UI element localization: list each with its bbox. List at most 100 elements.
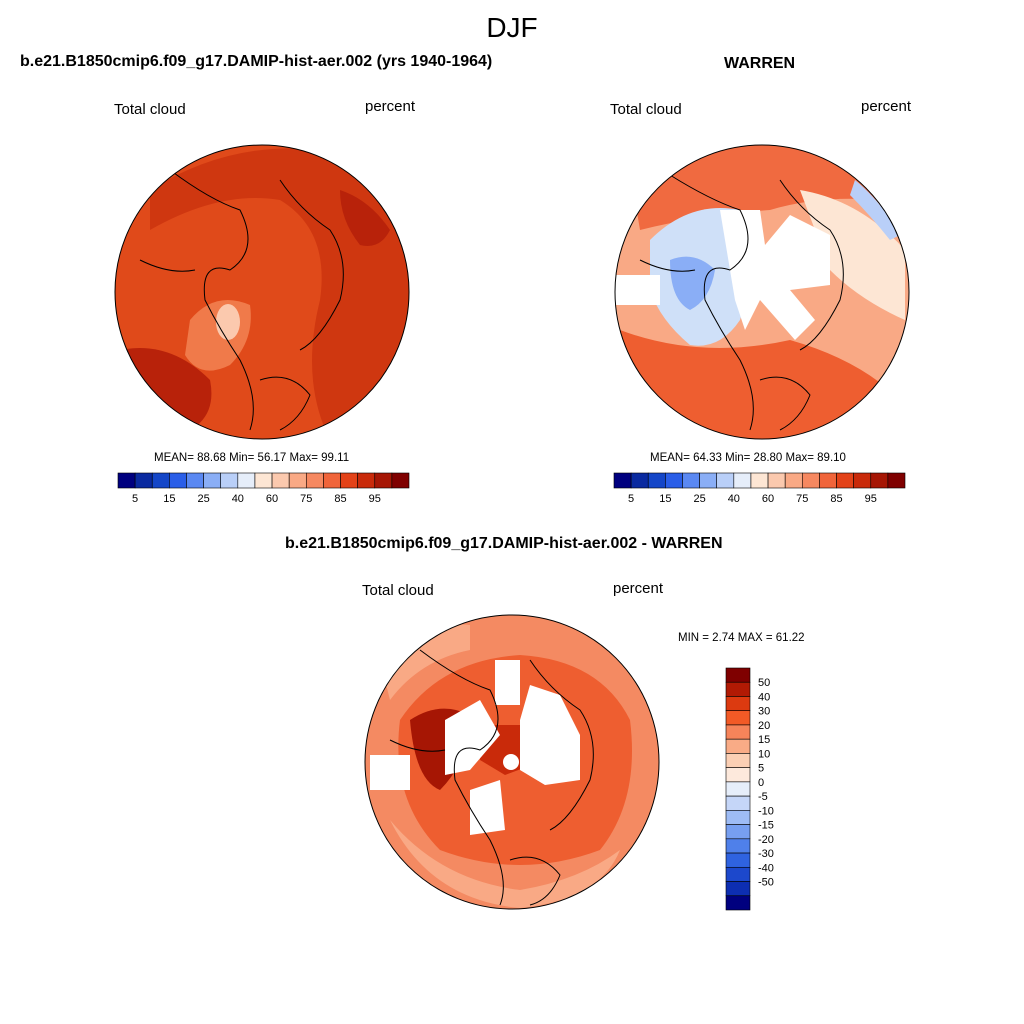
- panel-1-title: b.e21.B1850cmip6.f09_g17.DAMIP-hist-aer.…: [20, 53, 493, 70]
- map-3-pole-missing: [503, 754, 519, 770]
- colorbar-2-swatch: [784, 472, 803, 489]
- colorbar-2-swatch: [836, 472, 854, 489]
- colorbar-1-swatch: [254, 472, 273, 489]
- colorbar-1-swatch: [271, 472, 290, 489]
- colorbar-3-tick-label: 15: [758, 734, 770, 746]
- panel-3-units-label: percent: [613, 580, 664, 597]
- colorbar-3-tick-label: -30: [758, 848, 774, 860]
- colorbar-2-swatch: [750, 472, 769, 489]
- map-2-region-clear-pacific: [850, 180, 900, 240]
- colorbar-3-swatch: [725, 767, 751, 783]
- colorbar-2-swatch: [699, 472, 718, 489]
- colorbar-2-tick-label: 60: [762, 493, 774, 505]
- colorbar-1-swatch: [357, 472, 376, 489]
- panel-3-variable-label: Total cloud: [362, 582, 434, 599]
- colorbar-1-swatch: [169, 472, 187, 489]
- map-model-total-cloud: [115, 145, 409, 439]
- map-2-outline: [614, 144, 910, 440]
- colorbar-1-swatch: [391, 472, 410, 489]
- colorbar-2-tick-label: 95: [865, 493, 877, 505]
- panel-1-stats: MEAN= 88.68 Min= 56.17 Max= 99.11: [154, 452, 350, 464]
- colorbar-3-tick-label: -15: [758, 820, 774, 832]
- colorbar-3-swatch: [725, 724, 751, 740]
- colorbar-3-swatch: [725, 696, 751, 712]
- map-observed-total-cloud: [615, 145, 909, 439]
- colorbar-3-tick-label: -50: [758, 877, 774, 889]
- colorbar-1-tick-label: 95: [369, 493, 381, 505]
- panel-2-units-label: percent: [861, 98, 912, 115]
- colorbar-1-tick-label: 75: [300, 493, 312, 505]
- colorbar-1-swatch: [220, 472, 239, 489]
- colorbar-1-tick-label: 25: [197, 493, 209, 505]
- colorbar-3-tick-label: 20: [758, 720, 770, 732]
- colorbar-2-tick-label: 5: [628, 493, 634, 505]
- colorbar-1-swatch: [374, 472, 393, 489]
- colorbar-3-tick-label: 30: [758, 706, 770, 718]
- colorbar-3-tick-label: 10: [758, 748, 770, 760]
- panel-2-title: WARREN: [724, 55, 796, 72]
- panel-3-title: b.e21.B1850cmip6.f09_g17.DAMIP-hist-aer.…: [285, 535, 723, 552]
- map-3-outline: [364, 614, 660, 910]
- colorbar-1-tick-label: 60: [266, 493, 278, 505]
- colorbar-2-tick-label: 40: [728, 493, 740, 505]
- map-3-missing-data: [370, 660, 580, 835]
- colorbar-panel-2: 5 15 25 40 60 75 85 95: [613, 472, 906, 505]
- panel-1-units-label: percent: [365, 98, 416, 115]
- map-2-coastlines: [639, 174, 844, 431]
- colorbar-1-swatch: [203, 472, 222, 489]
- colorbar-3-swatch: [725, 881, 751, 897]
- colorbar-1-swatch: [186, 472, 204, 489]
- colorbar-2-tick-label: 15: [659, 493, 671, 505]
- colorbar-1-swatch: [237, 472, 256, 489]
- panel-2-stats: MEAN= 64.33 Min= 28.80 Max= 89.10: [650, 452, 846, 464]
- colorbar-3-swatch: [725, 810, 751, 825]
- colorbar-3-tick-label: 40: [758, 691, 770, 703]
- colorbar-2-swatch: [716, 472, 735, 489]
- colorbar-1-swatch: [323, 472, 341, 489]
- map-1-region-max-cloud-pacific: [340, 190, 390, 246]
- colorbar-3-tick-label: -20: [758, 834, 774, 846]
- colorbar-2-swatch: [630, 472, 649, 489]
- map-2-missing-data-west: [615, 275, 660, 305]
- colorbar-3-tick-label: -10: [758, 805, 774, 817]
- map-difference: [365, 615, 659, 909]
- colorbar-3-swatch: [725, 895, 751, 911]
- map-3-coastlines: [389, 649, 594, 906]
- colorbar-3-swatch: [725, 681, 751, 697]
- colorbar-3-swatch: [725, 795, 751, 811]
- panel-2-variable-label: Total cloud: [610, 101, 682, 118]
- season-title: DJF: [486, 12, 538, 43]
- colorbar-2-swatch: [665, 472, 683, 489]
- map-2-region-high-cloud-atlantic: [620, 330, 900, 439]
- map-2-region-low-cloud-asia: [800, 190, 905, 320]
- colorbar-3-swatch: [725, 838, 751, 854]
- colorbar-2-swatch: [870, 472, 889, 489]
- colorbar-1-tick-label: 85: [334, 493, 346, 505]
- colorbar-1-swatch: [134, 472, 153, 489]
- map-1-region-high-cloud-north: [150, 148, 409, 439]
- colorbar-3-tick-label: 5: [758, 763, 764, 775]
- colorbar-1-tick-label: 15: [163, 493, 175, 505]
- panel-1-variable-label: Total cloud: [114, 101, 186, 118]
- colorbar-2-swatch: [733, 472, 752, 489]
- colorbar-1-swatch: [288, 472, 307, 489]
- colorbar-3-swatch: [725, 710, 751, 726]
- colorbar-2-swatch: [613, 472, 632, 489]
- colorbar-3-swatch: [725, 781, 751, 797]
- colorbar-2-tick-label: 75: [796, 493, 808, 505]
- map-1-minimum-center: [216, 304, 240, 340]
- colorbar-2-swatch: [819, 472, 837, 489]
- colorbar-3-tick-label: 0: [758, 777, 764, 789]
- map-3-region-low-difference-south: [390, 820, 620, 908]
- colorbar-2-tick-label: 25: [693, 493, 705, 505]
- panel-3-stats: MIN = 2.74 MAX = 61.22: [678, 632, 805, 644]
- colorbar-2-swatch: [853, 472, 872, 489]
- colorbar-3-swatch: [725, 852, 751, 868]
- colorbar-1-swatch: [117, 472, 136, 489]
- colorbar-2-swatch: [647, 472, 666, 489]
- colorbar-1-tick-label: 40: [232, 493, 244, 505]
- colorbar-3-tick-label: 50: [758, 677, 770, 689]
- colorbar-2-swatch: [887, 472, 906, 489]
